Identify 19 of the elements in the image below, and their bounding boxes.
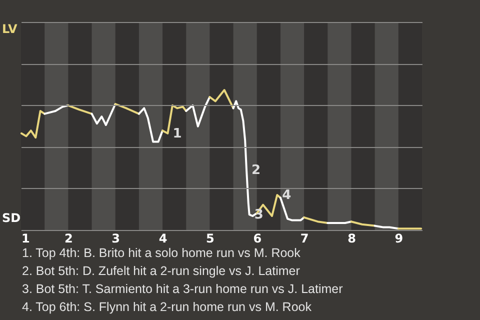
text: 2. Bot 5th: D. Zufelt hit a 2-run single vs J. Latimer (22, 263, 301, 280)
x-tick-label: 3 (112, 232, 120, 246)
x-tick-label: 4 (158, 232, 168, 246)
x-tick-label: 2 (64, 232, 73, 246)
x-tick-label: 6 (253, 232, 262, 246)
text: 4. Top 6th: S. Flynn hit a 2-run home run vs M. Rook (22, 299, 312, 316)
annotation: 2 (252, 162, 261, 178)
x-tick-label: 5 (206, 232, 214, 246)
x-tick-label: 9 (394, 232, 404, 246)
text: SD (2, 211, 21, 225)
x-tick-label: 1 (22, 232, 30, 246)
x-tick-label: 7 (300, 232, 309, 246)
text: 3. Bot 5th: T. Sarmiento hit a 3-run home run vs J. Latimer (22, 281, 343, 298)
text: 1. Top 4th: B. Brito hit a solo home run vs M. Rook (22, 245, 302, 262)
annotation: 1 (172, 126, 182, 142)
text: LV (2, 22, 18, 36)
annotation: 4 (282, 188, 292, 203)
annotation: 3 (254, 208, 264, 223)
x-tick-label: 8 (348, 232, 356, 246)
